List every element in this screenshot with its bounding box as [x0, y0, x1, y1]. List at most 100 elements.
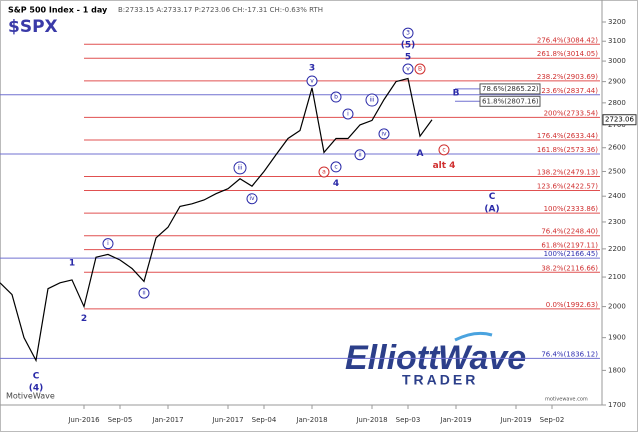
wave-label: 2	[81, 314, 87, 324]
fib-label: 123.6%(2422.57)	[537, 183, 598, 191]
y-tick-label: 1900	[608, 334, 626, 342]
wave-circle	[378, 128, 390, 140]
target-box	[479, 83, 541, 95]
chart-title: S&P 500 Index - 1 day	[8, 6, 108, 15]
y-tick-label: 2400	[608, 192, 626, 200]
fib-label: 100%(2166.45)	[544, 250, 599, 258]
fib-label: 223.6%(2837.44)	[537, 87, 598, 95]
wave-circle	[318, 166, 330, 178]
x-tick-label: Jan-2017	[151, 416, 183, 424]
wave-label: iv	[381, 130, 387, 137]
wave-label: (5)	[401, 40, 416, 50]
y-tick-label: 2200	[608, 245, 626, 253]
wave-circle	[233, 161, 247, 175]
wave-label: (4)	[29, 384, 44, 394]
y-tick-label: 2000	[608, 303, 626, 311]
x-tick-label: Jun-2019	[499, 416, 531, 424]
wave-circle	[414, 63, 426, 75]
x-tick-label: Jan-2019	[439, 416, 471, 424]
fib-label: 200%(2733.54)	[544, 109, 599, 117]
wave-label: iv	[249, 195, 255, 202]
wave-label: B	[418, 66, 422, 73]
wave-circle	[402, 27, 414, 39]
y-tick-label: 2500	[608, 167, 626, 175]
wave-label: C	[33, 372, 40, 382]
wave-label: 3	[406, 30, 410, 37]
wave-circle	[102, 238, 114, 250]
wave-circle	[246, 193, 258, 205]
y-tick-label: 1700	[608, 401, 626, 409]
symbol: $SPX	[8, 17, 58, 37]
fib-label: 76.4%(1836.12)	[541, 350, 598, 358]
wave-label: 1	[69, 258, 75, 268]
last-price: 2723.06	[605, 116, 634, 124]
y-tick-label: 3200	[608, 18, 626, 26]
fib-label: 0.0%(1992.63)	[546, 301, 598, 309]
fib-label: 76.4%(2248.40)	[541, 228, 598, 236]
x-tick-label: Sep-05	[108, 416, 133, 424]
fib-label: 176.4%(2633.44)	[537, 132, 598, 140]
wave-circle	[138, 287, 150, 299]
x-tick-label: Jan-2018	[295, 416, 327, 424]
x-tick-label: Sep-03	[396, 416, 421, 424]
y-tick-label: 3000	[608, 57, 626, 65]
fib-label: 238.2%(2903.69)	[537, 73, 598, 81]
wave-circle	[330, 91, 342, 103]
wave-label: 4	[333, 179, 339, 189]
wave-circle	[402, 63, 414, 75]
wave-label: iii	[237, 164, 242, 171]
wave-label: (A)	[484, 204, 499, 214]
wave-label: 3	[309, 63, 315, 73]
x-tick-label: Jun-2017	[211, 416, 243, 424]
wave-label: 5	[405, 53, 411, 63]
wave-circle	[438, 144, 450, 156]
wave-circle	[342, 108, 354, 120]
wave-label: A	[417, 149, 424, 159]
wave-label: alt 4	[433, 161, 456, 171]
x-tick-label: Jun-2016	[67, 416, 100, 424]
fib-label: 261.8%(3014.05)	[537, 50, 598, 58]
wave-circle	[354, 149, 366, 161]
wave-circle	[306, 75, 318, 87]
wave-label: b	[334, 94, 338, 101]
target-label: 78.6%(2865.22)	[482, 85, 539, 93]
wave-label: iii	[369, 97, 374, 104]
price-line	[0, 77, 433, 363]
quote: B:2733.15 A:2733.17 P:2723.06 CH:-17.31 …	[118, 6, 323, 14]
wave-label: c	[442, 146, 445, 153]
wave-label: i	[347, 110, 349, 117]
site: motivewave.com	[545, 397, 588, 403]
fib-label: 100%(2333.86)	[544, 205, 599, 213]
source: MotiveWave	[6, 392, 55, 401]
y-tick-label: 1800	[608, 366, 626, 374]
y-tick-label: 2600	[608, 144, 626, 152]
wave-label: a	[322, 168, 326, 175]
logo-trader: TRADER	[402, 372, 478, 388]
fib-label: 161.8%(2573.36)	[537, 146, 598, 154]
x-tick-label: Jun-2018	[355, 416, 387, 424]
wave-label: B	[453, 88, 460, 98]
y-tick-label: 2800	[608, 99, 626, 107]
wave-label: ii	[358, 151, 362, 158]
last-price-box	[602, 114, 637, 126]
y-tick-label: 2900	[608, 78, 626, 86]
x-tick-label: Sep-04	[252, 416, 277, 424]
wave-circle	[330, 161, 342, 173]
target-box	[479, 95, 541, 107]
x-tick-label: Sep-02	[540, 416, 565, 424]
fib-label: 276.4%(3084.42)	[537, 36, 598, 44]
wave-label: v	[406, 66, 410, 73]
target-label: 61.8%(2807.16)	[482, 97, 539, 105]
wave-label: c	[334, 163, 337, 170]
wave-circle	[365, 93, 379, 107]
fib-label: 138.2%(2479.13)	[537, 169, 598, 177]
y-tick-label: 2300	[608, 218, 626, 226]
wave-label: C	[489, 192, 496, 202]
wave-label: i	[107, 240, 109, 247]
y-tick-label: 3100	[608, 37, 626, 45]
logo-swoosh	[454, 331, 493, 342]
fib-label: 38.2%(2116.66)	[541, 264, 598, 272]
wave-label: ii	[142, 290, 146, 297]
